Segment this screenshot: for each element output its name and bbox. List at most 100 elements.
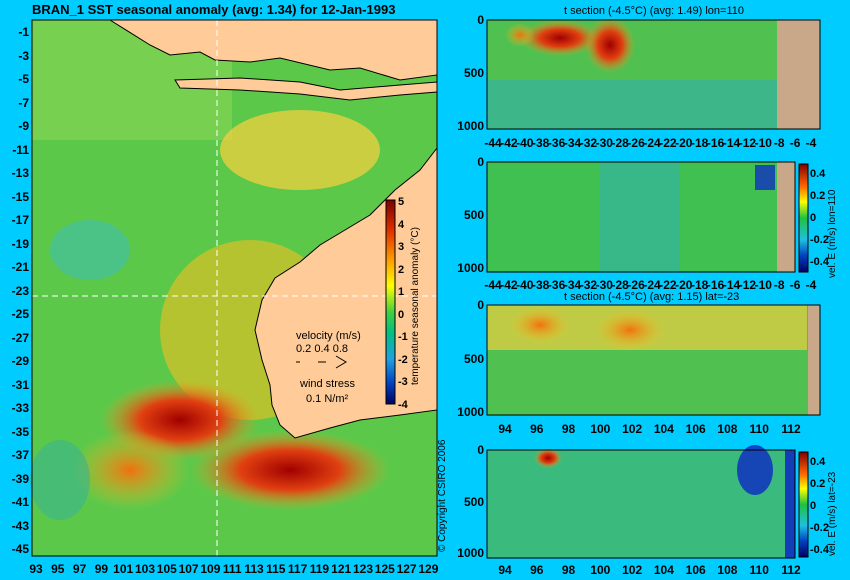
map-lon-tick: 93 bbox=[29, 562, 43, 576]
map-lat-tick: -25 bbox=[11, 307, 29, 321]
p2-x-tick: -8 bbox=[773, 278, 785, 292]
map-frame bbox=[31, 19, 438, 557]
wind-legend-label: wind stress bbox=[300, 378, 356, 390]
p1-x-tick: -32 bbox=[579, 136, 598, 150]
p1-title: t section (-4.5°C) (avg: 1.49) lon=110 bbox=[564, 5, 744, 17]
p1-x-tick: -10 bbox=[754, 136, 772, 150]
sst-colorbar-tick: 3 bbox=[398, 241, 405, 253]
panel-2-lon-velocity bbox=[486, 161, 809, 273]
map-lon-tick: 117 bbox=[287, 562, 308, 576]
p1-x-tick: -14 bbox=[722, 136, 741, 150]
p2-x-tick: -40 bbox=[516, 278, 534, 292]
p1-x-tick: -28 bbox=[611, 136, 629, 150]
p4-colorbar bbox=[798, 451, 809, 558]
p4-jet bbox=[737, 445, 773, 495]
map-lat-tick: -45 bbox=[11, 542, 29, 556]
map-lon-tick: 99 bbox=[94, 562, 109, 576]
map-lat-tick: -29 bbox=[11, 354, 29, 368]
map-lon-tick: 125 bbox=[374, 562, 395, 576]
p4-x-tick: 106 bbox=[685, 563, 706, 577]
p1-land bbox=[777, 20, 820, 129]
p1-x-tick: -38 bbox=[532, 136, 550, 150]
velocity-legend-arrows bbox=[296, 355, 347, 369]
map-lon-tick: 105 bbox=[156, 562, 177, 576]
p1-x-tick: -42 bbox=[500, 136, 518, 150]
map-lat-tick: -3 bbox=[18, 48, 29, 63]
p1-x-tick: -22 bbox=[659, 136, 677, 150]
p1-y-tick: 500 bbox=[463, 66, 484, 80]
p4-x-tick: 102 bbox=[622, 563, 643, 577]
p2-x-tick: -32 bbox=[579, 278, 598, 292]
map-lon-tick: 119 bbox=[309, 562, 330, 576]
velocity-legend-label: velocity (m/s) bbox=[296, 330, 361, 342]
p4-frame bbox=[486, 449, 796, 559]
p4-y-tick: 0 bbox=[477, 443, 484, 457]
p1-x-tick: -20 bbox=[675, 136, 693, 150]
p1-x-tick: -8 bbox=[773, 136, 785, 150]
map-lon-tick: 111 bbox=[222, 562, 242, 576]
p4-x-tick: 110 bbox=[749, 563, 769, 577]
copyright: © Copyright CSIRO 2006 bbox=[437, 439, 448, 552]
map-lat-tick: -37 bbox=[11, 448, 29, 462]
p2-x-tick: -36 bbox=[547, 278, 566, 292]
p4-y-tick: 500 bbox=[463, 494, 484, 509]
p2-frame bbox=[486, 161, 796, 273]
p4-y-tick: 1000 bbox=[457, 546, 484, 560]
p4-edge bbox=[785, 450, 795, 558]
map-lat-tick: -15 bbox=[11, 189, 29, 204]
p3-title: t section (-4.5°C) (avg: 1.15) lat=-23 bbox=[564, 291, 740, 303]
p2-x-tick: -20 bbox=[675, 278, 693, 292]
map-lat-tick: -1 bbox=[18, 25, 29, 39]
sst-colorbar-tick: 4 bbox=[398, 218, 405, 231]
p2-x-tick: -34 bbox=[563, 278, 582, 292]
panel-4-lat-velocity bbox=[486, 445, 809, 559]
p2-x-tick: -26 bbox=[627, 278, 645, 292]
panel-3-lat-section bbox=[486, 304, 821, 416]
map-lat-tick: -19 bbox=[11, 236, 29, 251]
p2-cbar-tick: 0 bbox=[810, 212, 817, 224]
map-warm-north bbox=[220, 110, 380, 190]
p3-frame bbox=[486, 304, 821, 416]
p1-frame bbox=[486, 19, 821, 130]
sst-colorbar-label: temperature seasonal anomaly (°C) bbox=[410, 227, 421, 385]
map-hot-spot-2 bbox=[190, 430, 390, 510]
p4-x-tick: 104 bbox=[653, 563, 674, 577]
map-lon-tick: 123 bbox=[352, 562, 374, 576]
p2-x-tick: -18 bbox=[691, 278, 709, 292]
sst-colorbar-tick: 5 bbox=[398, 196, 405, 208]
wind-legend-scale: 0.1 N/m² bbox=[306, 393, 349, 405]
p3-x-tick: 110 bbox=[749, 422, 769, 436]
map-lat-tick: -39 bbox=[11, 471, 29, 486]
p1-x-tick: -40 bbox=[516, 136, 534, 150]
p1-x-tick: -4 bbox=[805, 136, 817, 150]
p1-x-tick: -34 bbox=[563, 136, 582, 150]
sst-colorbar-tick: -3 bbox=[398, 376, 408, 388]
p1-x-tick: -16 bbox=[706, 136, 725, 150]
page-title: BRAN_1 SST seasonal anomaly (avg: 1.34) … bbox=[32, 2, 396, 17]
map-lon-tick: 103 bbox=[134, 562, 156, 576]
p2-x-tick: -10 bbox=[754, 278, 772, 292]
map-lat-tick: -41 bbox=[11, 495, 29, 509]
p3-y-tick: 0 bbox=[477, 298, 484, 312]
sst-map bbox=[30, 19, 438, 557]
p3-x-tick: 112 bbox=[781, 422, 801, 436]
map-lat-tick: -17 bbox=[11, 213, 29, 227]
p2-land bbox=[777, 162, 795, 272]
p3-warm-1 bbox=[510, 307, 570, 343]
map-cool-spot-2 bbox=[30, 440, 90, 520]
map-lon-tick: 113 bbox=[244, 562, 264, 576]
map-lon-tick: 97 bbox=[72, 562, 87, 576]
map-lon-tick: 115 bbox=[266, 562, 286, 576]
p1-x-tick: -30 bbox=[595, 136, 613, 150]
p1-warm-3 bbox=[505, 23, 535, 47]
map-lat-tick: -7 bbox=[18, 95, 29, 110]
map-lon-tick: 129 bbox=[418, 562, 439, 576]
p2-x-tick: -28 bbox=[611, 278, 629, 292]
p3-x-tick: 96 bbox=[530, 422, 544, 436]
p3-x-tick: 106 bbox=[685, 422, 706, 436]
p2-cbar-tick: -0.2 bbox=[810, 234, 829, 246]
p2-x-tick: -22 bbox=[659, 278, 677, 292]
p3-y-tick: 500 bbox=[463, 351, 484, 366]
p4-cbar-tick: -0.2 bbox=[810, 522, 829, 534]
p4-cbar-tick: 0 bbox=[810, 500, 817, 512]
